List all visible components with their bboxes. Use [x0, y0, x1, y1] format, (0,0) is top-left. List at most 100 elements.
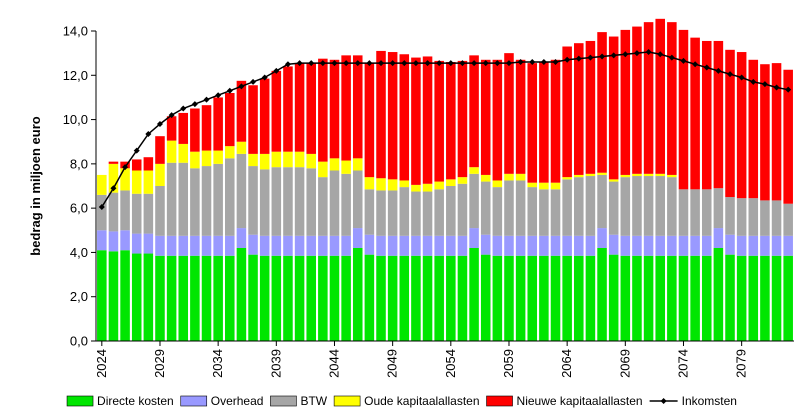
bar-btw-2045 — [341, 173, 351, 236]
bar-nieuwe-kapitaalallasten-2066 — [585, 40, 596, 174]
bar-btw-2046 — [352, 170, 363, 229]
x-tick-label: 2079 — [734, 349, 749, 378]
bar-directe-kosten-2073 — [667, 255, 677, 341]
bar-oude-kapitaalallasten-2061 — [527, 182, 538, 188]
bar-oude-kapitaalallasten-2031 — [178, 143, 189, 163]
bar-overhead-2031 — [178, 235, 189, 256]
bar-overhead-2077 — [713, 228, 724, 248]
bar-btw-2074 — [678, 189, 689, 236]
bar-btw-2051 — [411, 191, 421, 236]
bar-nieuwe-kapitaalallasten-2031 — [178, 112, 189, 144]
bar-nieuwe-kapitaalallasten-2036 — [236, 80, 247, 142]
bar-oude-kapitaalallasten-2066 — [585, 173, 596, 177]
bar-oude-kapitaalallasten-2060 — [515, 173, 526, 181]
x-tick-label: 2069 — [617, 349, 632, 378]
bar-overhead-2054 — [446, 235, 456, 256]
bar-oude-kapitaalallasten-2035 — [225, 146, 235, 159]
legend-label: Nieuwe kapitaalallasten — [517, 394, 643, 408]
bar-directe-kosten-2078 — [725, 254, 735, 341]
bar-btw-2075 — [690, 189, 700, 236]
y-tick-label: 2,0 — [70, 289, 88, 304]
point-inkomsten-2052 — [424, 60, 431, 67]
bar-overhead-2036 — [236, 228, 247, 248]
bar-directe-kosten-2066 — [585, 255, 596, 341]
point-inkomsten-2028 — [145, 130, 152, 137]
bar-directe-kosten-2080 — [748, 255, 759, 341]
bar-directe-kosten-2077 — [713, 248, 724, 341]
bar-directe-kosten-2037 — [248, 254, 258, 341]
bar-directe-kosten-2065 — [574, 255, 584, 341]
bar-directe-kosten-2062 — [539, 255, 549, 341]
legend-label: Oude kapitaalallasten — [364, 394, 479, 408]
bar-nieuwe-kapitaalallasten-2082 — [771, 63, 782, 201]
bar-nieuwe-kapitaalallasten-2039 — [271, 70, 282, 152]
y-tick-label: 8,0 — [70, 156, 88, 171]
bar-oude-kapitaalallasten-2068 — [608, 179, 619, 182]
bar-oude-kapitaalallasten-2053 — [434, 181, 444, 190]
bar-directe-kosten-2056 — [469, 248, 479, 341]
bar-nieuwe-kapitaalallasten-2075 — [690, 37, 700, 190]
point-inkomsten-2055 — [459, 60, 466, 67]
point-inkomsten-2068 — [610, 52, 617, 59]
bar-btw-2066 — [585, 176, 596, 236]
bar-btw-2040 — [283, 167, 293, 236]
bar-oude-kapitaalallasten-2071 — [643, 173, 654, 177]
bar-nieuwe-kapitaalallasten-2064 — [562, 46, 572, 178]
bar-btw-2024 — [97, 194, 107, 231]
x-tick-label: 2064 — [559, 349, 574, 378]
bar-btw-2044 — [329, 170, 340, 236]
bar-btw-2070 — [632, 176, 642, 236]
bar-overhead-2029 — [155, 235, 165, 256]
bar-nieuwe-kapitaalallasten-2032 — [190, 108, 200, 152]
bar-overhead-2050 — [399, 235, 410, 256]
point-inkomsten-2054 — [447, 60, 454, 67]
bar-btw-2064 — [562, 179, 572, 236]
bar-overhead-2035 — [225, 235, 235, 256]
bar-overhead-2068 — [608, 234, 619, 255]
bar-oude-kapitaalallasten-2028 — [143, 170, 154, 194]
bar-btw-2059 — [504, 180, 514, 236]
bar-btw-2077 — [713, 188, 724, 229]
bar-directe-kosten-2024 — [97, 250, 107, 341]
bar-btw-2083 — [783, 203, 793, 236]
bar-directe-kosten-2025 — [108, 251, 119, 341]
bar-nieuwe-kapitaalallasten-2080 — [748, 59, 759, 199]
bar-nieuwe-kapitaalallasten-2062 — [539, 62, 549, 183]
bar-btw-2062 — [539, 189, 549, 236]
x-tick-label: 2059 — [501, 349, 516, 378]
point-inkomsten-2053 — [436, 60, 443, 67]
bar-btw-2078 — [725, 197, 735, 235]
bar-nieuwe-kapitaalallasten-2048 — [376, 50, 386, 179]
point-inkomsten-2039 — [273, 67, 280, 74]
point-inkomsten-2048 — [378, 60, 385, 67]
bar-overhead-2051 — [411, 235, 421, 256]
y-tick-label: 0,0 — [70, 334, 88, 349]
bar-nieuwe-kapitaalallasten-2077 — [713, 40, 724, 189]
bar-nieuwe-kapitaalallasten-2040 — [283, 66, 293, 152]
bar-btw-2052 — [422, 191, 433, 236]
y-tick-label: 6,0 — [70, 201, 88, 216]
bar-nieuwe-kapitaalallasten-2078 — [725, 49, 735, 198]
point-inkomsten-2051 — [412, 60, 419, 67]
bar-directe-kosten-2041 — [294, 255, 305, 341]
legend-label: BTW — [300, 394, 327, 408]
bar-btw-2035 — [225, 158, 235, 236]
point-inkomsten-2034 — [215, 92, 222, 99]
bar-nieuwe-kapitaalallasten-2058 — [492, 59, 503, 181]
bar-btw-2082 — [771, 200, 782, 236]
bar-nieuwe-kapitaalallasten-2057 — [480, 59, 491, 175]
bar-overhead-2033 — [201, 235, 212, 256]
bar-overhead-2056 — [469, 228, 479, 248]
bar-directe-kosten-2030 — [166, 255, 177, 341]
bar-overhead-2034 — [213, 235, 223, 256]
x-tick-label: 2044 — [326, 349, 341, 378]
bar-overhead-2057 — [480, 234, 491, 255]
bar-oude-kapitaalallasten-2062 — [539, 182, 549, 190]
bar-btw-2071 — [643, 176, 654, 236]
bar-overhead-2038 — [259, 235, 270, 256]
bar-nieuwe-kapitaalallasten-2083 — [783, 69, 793, 204]
bar-directe-kosten-2026 — [120, 250, 130, 341]
bar-directe-kosten-2027 — [131, 253, 142, 341]
bar-overhead-2027 — [131, 233, 142, 254]
